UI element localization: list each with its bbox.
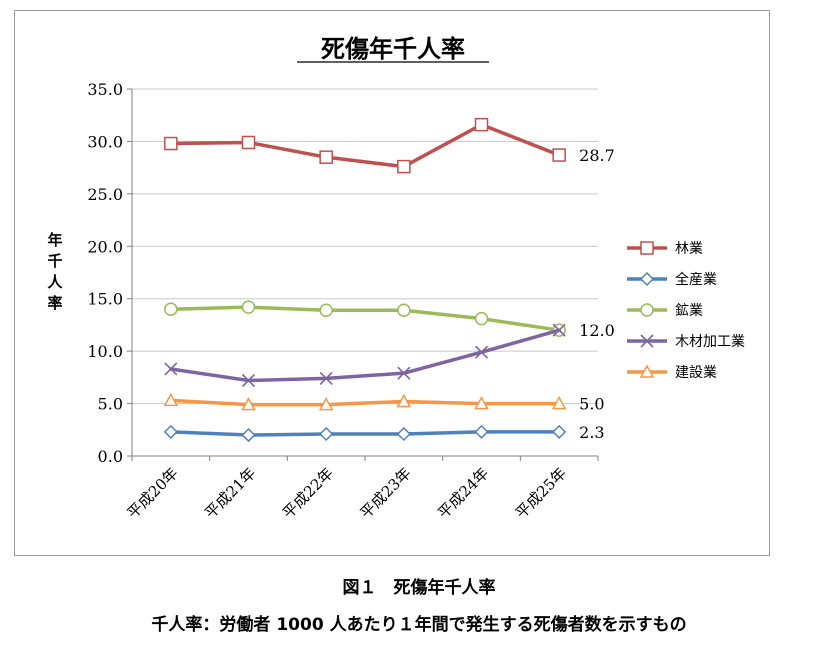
legend-marker	[640, 241, 654, 255]
data-point	[396, 426, 411, 442]
legend-marker	[640, 334, 654, 348]
data-label: 12.0	[579, 321, 615, 340]
data-point	[397, 159, 411, 174]
data-point	[164, 136, 178, 151]
figure-note: 千人率：労働者 1000 人あたり１年間で発生する死傷者数を示すもの	[151, 615, 687, 635]
data-point	[474, 311, 489, 326]
series-line	[169, 430, 561, 437]
data-point	[241, 397, 256, 411]
data-point	[551, 396, 567, 410]
legend-marker	[639, 271, 655, 287]
legend-label: 木材加工業	[675, 334, 745, 350]
chart-frame: 死傷年千人率 0.0 5.0 10.0 15.0 20.0 25.0 30.0 35.0 平成20…	[14, 10, 770, 556]
y-tick-label: 10.0	[87, 342, 123, 361]
data-point	[552, 424, 567, 439]
y-axis-label-char: 年	[47, 231, 62, 249]
y-tick-label: 25.0	[87, 185, 123, 204]
y-tick-label: 20.0	[87, 237, 123, 256]
x-tick-label: 平成24年	[434, 464, 492, 522]
y-axis-label-char: 人	[47, 273, 63, 291]
data-point	[397, 303, 411, 317]
series-line	[169, 398, 561, 407]
chart: 死傷年千人率 0.0 5.0 10.0 15.0 20.0 25.0 30.0 35.0 平成20…	[47, 35, 745, 522]
data-point	[474, 345, 489, 359]
data-point	[164, 302, 178, 316]
figure-caption: 図１ 死傷年千人率	[342, 578, 496, 598]
data-label: 28.7	[579, 146, 615, 165]
data-point	[474, 117, 489, 132]
y-tick-label: 30.0	[87, 132, 123, 151]
data-point	[319, 303, 333, 317]
data-point	[319, 371, 333, 385]
y-axis-label-char: 千	[47, 252, 62, 270]
legend-label: 林業	[675, 241, 703, 257]
y-axis-label-char: 率	[47, 294, 62, 312]
data-point	[318, 397, 334, 411]
legend-label: 鉱業	[675, 302, 703, 319]
data-point	[319, 426, 334, 442]
data-point	[319, 150, 333, 164]
y-tick-label: 5.0	[98, 395, 123, 414]
data-point	[552, 323, 566, 337]
data-point	[241, 373, 256, 388]
legend-marker	[640, 303, 654, 317]
legend-label: 建設業	[675, 365, 717, 381]
data-point	[474, 424, 489, 439]
chart-title: 死傷年千人率	[321, 35, 465, 63]
data-point	[241, 427, 256, 443]
series-line	[169, 305, 561, 332]
data-point	[241, 300, 256, 314]
data-point	[474, 396, 489, 410]
x-tick-label: 平成22年	[279, 464, 337, 522]
x-tick-label: 平成20年	[124, 464, 182, 522]
data-point	[163, 424, 178, 439]
series-line	[169, 328, 561, 383]
data-point	[241, 135, 256, 150]
y-tick-label: 15.0	[87, 290, 123, 309]
data-point	[163, 392, 179, 407]
series-line	[169, 122, 561, 169]
x-tick-label: 平成21年	[201, 464, 259, 522]
data-point	[552, 148, 566, 162]
data-point	[397, 366, 411, 380]
data-point	[396, 393, 412, 408]
x-tick-label: 平成25年	[512, 464, 570, 522]
data-label: 5.0	[579, 395, 604, 414]
data-point	[164, 362, 178, 376]
y-tick-label: 0.0	[98, 447, 123, 466]
legend-label: 全産業	[675, 271, 717, 288]
x-tick-label: 平成23年	[357, 464, 415, 522]
y-tick-label: 35.0	[87, 80, 123, 99]
data-label: 2.3	[579, 423, 604, 442]
legend-marker	[639, 364, 655, 378]
